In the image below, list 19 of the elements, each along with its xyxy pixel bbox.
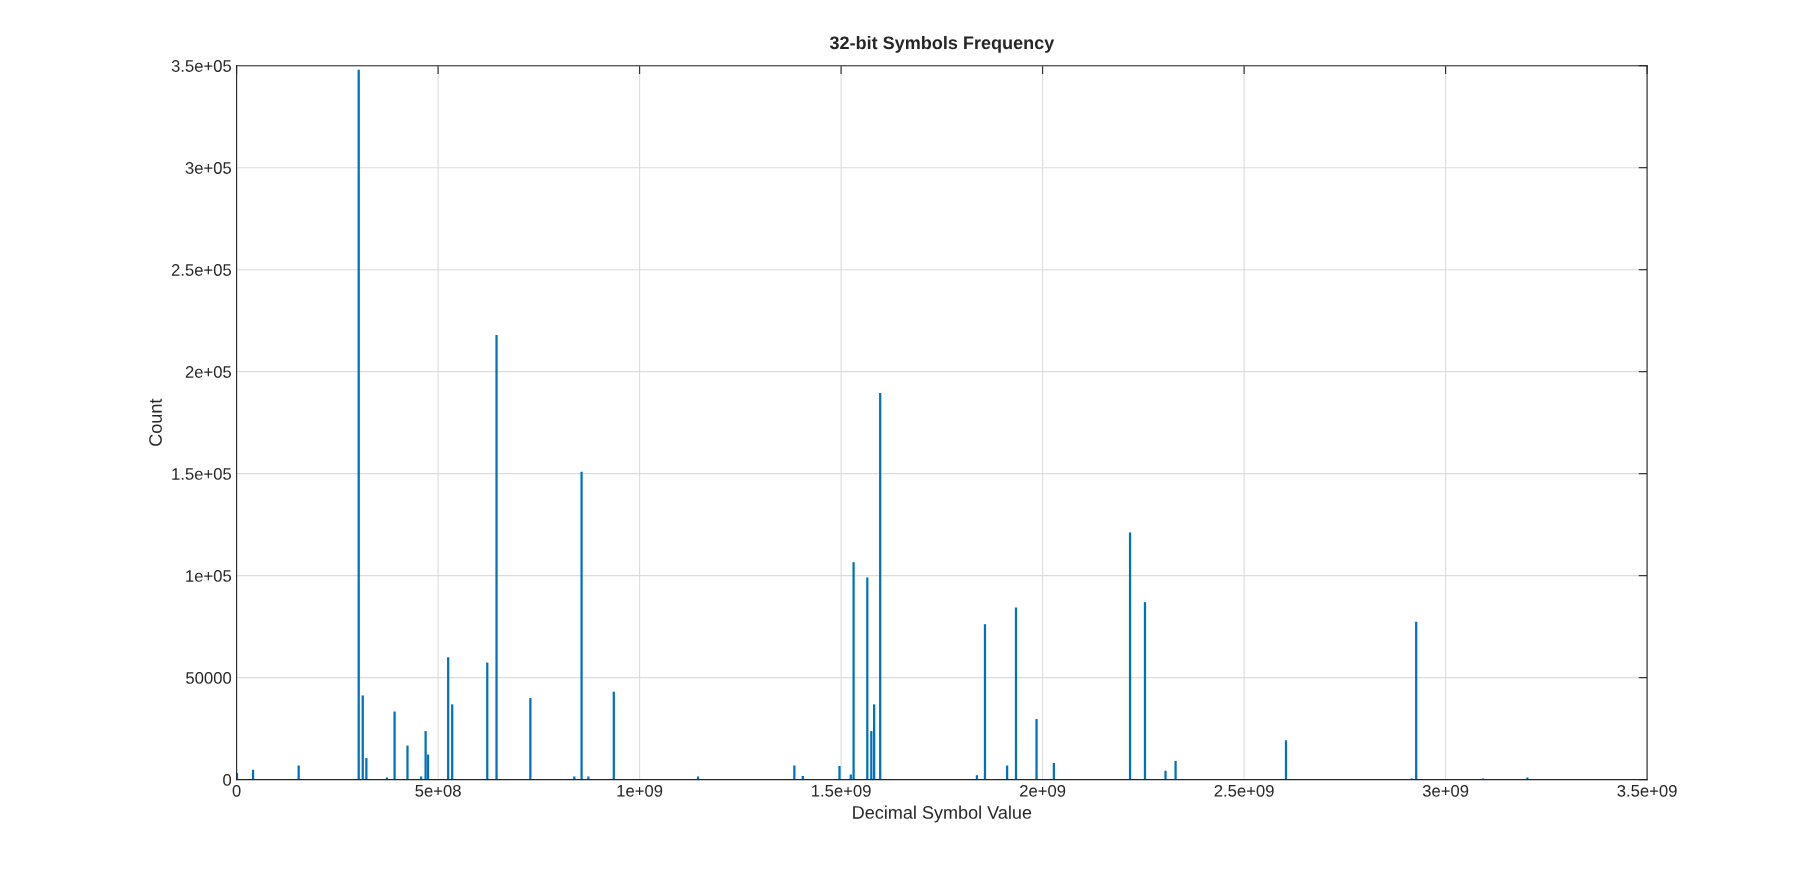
x-tick-label: 0 xyxy=(232,784,241,797)
y-tick-label: 1e+05 xyxy=(186,570,232,582)
x-axis-title: Decimal Symbol Value xyxy=(853,805,1032,823)
x-tick-label: 2.5e+09 xyxy=(1214,784,1274,797)
x-tick-label: 3e+09 xyxy=(1422,784,1469,797)
y-axis-title: Count xyxy=(149,398,162,446)
y-tick-label: 2e+05 xyxy=(185,366,232,378)
y-tick-label: 3.5e+05 xyxy=(171,60,232,72)
x-tick-label: 1e+09 xyxy=(617,784,663,797)
x-tick-label: 5e+08 xyxy=(415,784,461,797)
y-tick-label: 0 xyxy=(223,774,232,786)
y-tick-label: 1.5e+05 xyxy=(172,468,232,480)
y-tick-label: 3e+05 xyxy=(185,162,232,174)
y-tick-label: 2.5e+05 xyxy=(171,264,232,276)
x-tick-label: 2e+09 xyxy=(1020,784,1066,797)
x-tick-label: 1.5e+09 xyxy=(812,784,871,797)
chart-title: 32-bit Symbols Frequency xyxy=(829,35,1055,53)
x-tick-label: 3.5e+09 xyxy=(1617,784,1677,797)
y-tick-label: 50000 xyxy=(186,672,232,684)
